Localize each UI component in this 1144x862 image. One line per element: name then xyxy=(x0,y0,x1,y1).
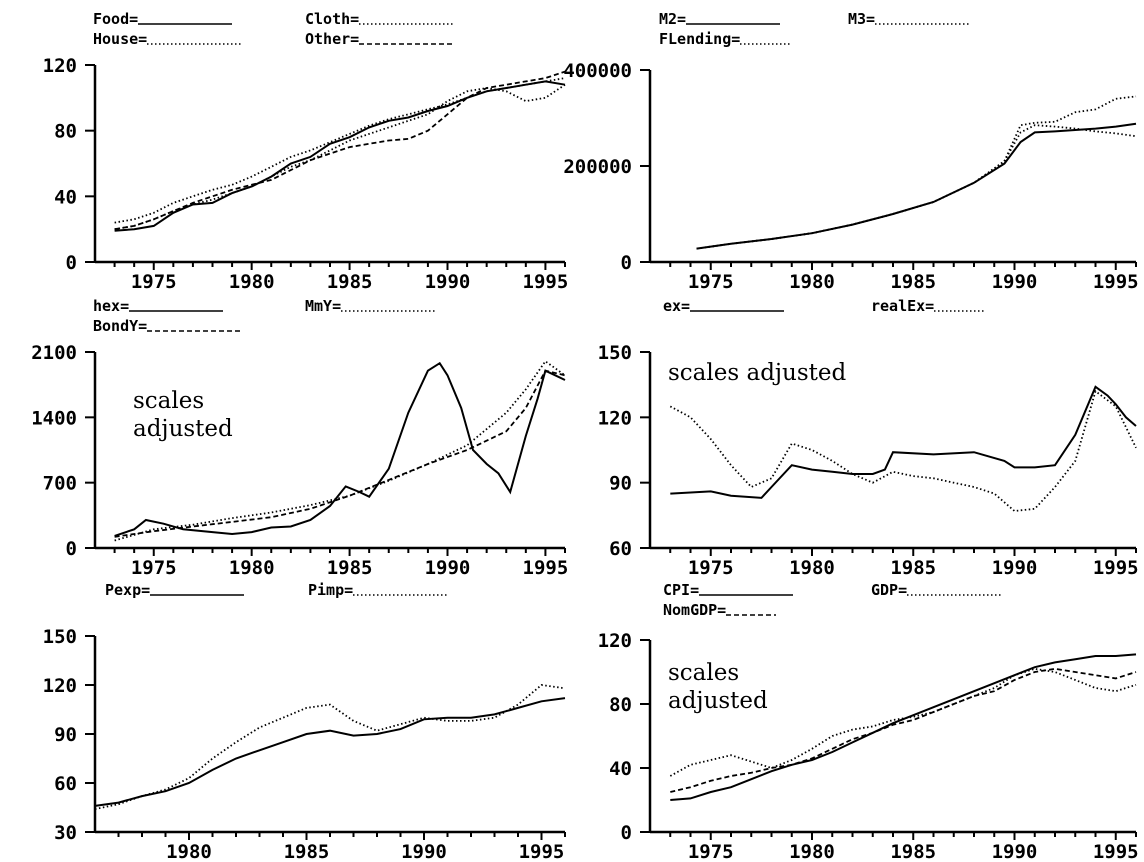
chart-panel-2: 0 200000 400000 1975 1980 1985 1990 1995 M2= M3= F… xyxy=(563,10,1138,293)
y-tick-label: 0 xyxy=(621,252,632,274)
legend-label: M2= xyxy=(659,10,686,28)
x-tick-label: 1980 xyxy=(229,271,275,293)
legend-label: M3= xyxy=(848,10,875,28)
x-tick-label: 1985 xyxy=(327,271,373,293)
chart-panel-4: 60 90 120 150 1975 1980 1985 1990 1995 ex= realEx=… xyxy=(598,297,1139,579)
legend-label: House= xyxy=(93,30,147,48)
x-tick-label: 1980 xyxy=(789,841,835,862)
legend-label: Pexp= xyxy=(105,581,150,599)
annotation-text: scales xyxy=(668,660,739,686)
y-tick-label: 60 xyxy=(609,538,632,560)
series-line-cpi xyxy=(670,653,1137,801)
x-tick-label: 1985 xyxy=(890,841,936,862)
series-line-hex xyxy=(114,361,566,537)
x-tick-label: 1995 xyxy=(1093,841,1139,862)
chart-panel-3: 0 700 1400 2100 1975 1980 1985 1990 1995 hex= MmY=… xyxy=(31,297,568,579)
x-tick-label: 1995 xyxy=(523,557,569,579)
x-tick-label: 1985 xyxy=(327,557,373,579)
x-tick-label: 1995 xyxy=(519,841,565,862)
x-tick-label: 1975 xyxy=(688,271,734,293)
annotation-text: scales xyxy=(133,388,204,414)
x-tick-label: 1980 xyxy=(229,557,275,579)
x-tick-label: 1980 xyxy=(789,271,835,293)
y-tick-label: 2100 xyxy=(31,342,77,364)
x-tick-label: 1995 xyxy=(523,271,569,293)
annotation-text: adjusted xyxy=(133,416,233,442)
series-line-bondy xyxy=(114,369,566,538)
series-line-m2 xyxy=(696,122,1137,250)
series-line-cloth xyxy=(114,77,566,224)
legend-label: CPI= xyxy=(663,581,699,599)
y-tick-label: 120 xyxy=(598,407,632,429)
y-tick-label: 60 xyxy=(54,773,77,795)
legend-label: FLending= xyxy=(659,30,740,48)
chart-panel-6: 0 40 80 120 1975 1980 1985 1990 1995 CPI= GDP= NomG… xyxy=(598,581,1139,862)
y-tick-label: 200000 xyxy=(563,156,632,178)
annotation-text: scales adjusted xyxy=(668,360,847,386)
x-tick-label: 1990 xyxy=(992,271,1038,293)
y-tick-label: 700 xyxy=(43,473,77,495)
series-line-realex xyxy=(669,389,1137,512)
x-tick-label: 1995 xyxy=(1093,271,1139,293)
y-tick-label: 90 xyxy=(609,473,632,495)
annotation-text: adjusted xyxy=(668,688,768,714)
x-tick-label: 1990 xyxy=(401,841,447,862)
legend-label: realEx= xyxy=(871,297,934,315)
series-line-pimp xyxy=(94,684,566,810)
x-tick-label: 1990 xyxy=(425,271,471,293)
y-tick-label: 150 xyxy=(598,342,632,364)
x-tick-label: 1985 xyxy=(890,557,936,579)
legend-label: GDP= xyxy=(871,581,907,599)
legend-label: hex= xyxy=(93,297,129,315)
legend-label: BondY= xyxy=(93,317,147,335)
y-tick-label: 80 xyxy=(54,121,77,143)
series-line-other xyxy=(114,70,566,231)
legend-label: MmY= xyxy=(305,297,341,315)
legend-label: Food= xyxy=(93,10,138,28)
y-tick-label: 400000 xyxy=(563,60,632,82)
chart-panel-5: 30 60 90 120 150 1980 1985 1990 1995 Pexp= Pimp= xyxy=(43,581,566,862)
y-tick-label: 30 xyxy=(54,822,77,844)
series-line-flending xyxy=(696,124,1137,250)
x-tick-label: 1975 xyxy=(131,271,177,293)
legend-label: ex= xyxy=(663,297,690,315)
series-line-house xyxy=(114,83,566,231)
x-tick-label: 1990 xyxy=(992,841,1038,862)
series-line-gdp xyxy=(669,667,1137,777)
x-tick-label: 1985 xyxy=(890,271,936,293)
legend-label: Cloth= xyxy=(305,10,359,28)
series-line-nomgdp xyxy=(670,667,1137,793)
series-line-m3 xyxy=(696,95,1137,250)
legend-label: NomGDP= xyxy=(663,601,726,619)
series-line-food xyxy=(114,80,566,232)
y-tick-label: 40 xyxy=(609,758,632,780)
y-tick-label: 120 xyxy=(598,630,632,652)
x-tick-label: 1980 xyxy=(166,841,212,862)
y-tick-label: 90 xyxy=(54,724,77,746)
x-tick-label: 1975 xyxy=(688,841,734,862)
series-line-pexp xyxy=(94,697,566,807)
x-tick-label: 1995 xyxy=(1093,557,1139,579)
y-tick-label: 0 xyxy=(621,822,632,844)
y-tick-label: 150 xyxy=(43,626,77,648)
x-tick-label: 1985 xyxy=(284,841,330,862)
y-tick-label: 120 xyxy=(43,675,77,697)
y-tick-label: 40 xyxy=(54,186,77,208)
y-tick-label: 1400 xyxy=(31,407,77,429)
x-tick-label: 1990 xyxy=(992,557,1038,579)
y-tick-label: 0 xyxy=(66,252,77,274)
chart-panel-1: 0 40 80 120 1975 1980 1985 1990 1995 Food= Cloth= H… xyxy=(43,10,569,293)
x-tick-label: 1980 xyxy=(789,557,835,579)
legend-label: Other= xyxy=(305,30,359,48)
y-tick-label: 0 xyxy=(66,538,77,560)
x-tick-label: 1975 xyxy=(131,557,177,579)
x-tick-label: 1990 xyxy=(425,557,471,579)
x-tick-label: 1975 xyxy=(688,557,734,579)
y-tick-label: 80 xyxy=(609,694,632,716)
series-line-ex xyxy=(670,385,1137,499)
legend-label: Pimp= xyxy=(308,581,353,599)
y-tick-label: 120 xyxy=(43,55,77,77)
